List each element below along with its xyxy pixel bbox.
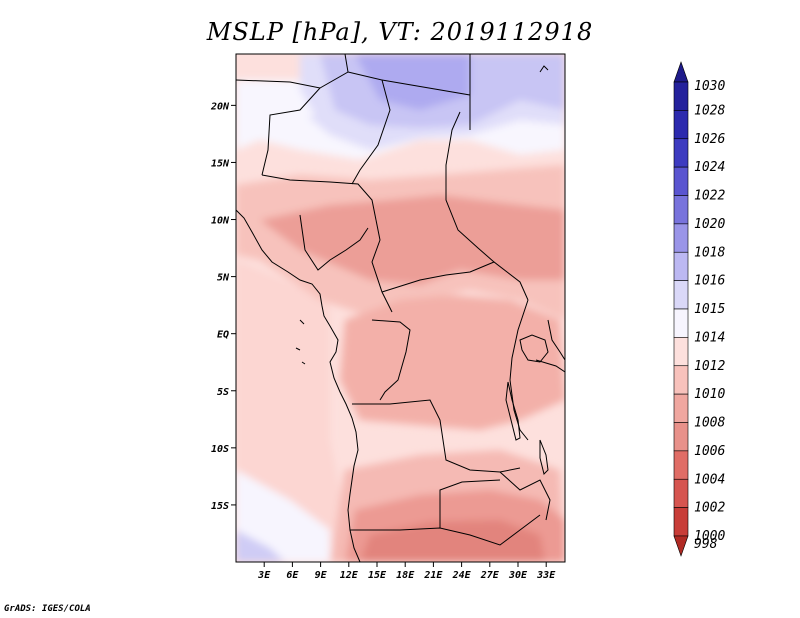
colorbar-label: 1006 (694, 444, 725, 459)
colorbar-swatch (673, 478, 689, 508)
y-tick-label: 15S (211, 501, 229, 512)
x-tick-label: 9E (315, 570, 328, 581)
x-tick-label: 6E (286, 570, 299, 581)
colorbar-label: 998 (694, 537, 718, 552)
colorbar-label: 1010 (694, 387, 725, 402)
coastline-west-africa (236, 209, 361, 562)
y-tick-label: 10S (211, 444, 229, 455)
x-tick-label: 3E (257, 570, 271, 581)
map-frame (235, 53, 566, 563)
colorbar-swatch (673, 251, 689, 281)
colorbar-label: 1008 (694, 416, 725, 431)
colorbar-label: 1014 (694, 330, 725, 345)
colorbar-swatch (673, 138, 689, 168)
grads-credit: GrADS: IGES/COLA (4, 604, 91, 614)
colorbar-swatch (673, 507, 689, 537)
colorbar-label: 1028 (694, 103, 725, 118)
field-low-1008-north (260, 195, 565, 285)
colorbar-label: 1000 (694, 529, 725, 544)
field-nw-1014 (236, 80, 315, 125)
colorbar-label: 1022 (694, 189, 725, 204)
border-namibia-botswana (439, 479, 501, 528)
colorbar-label: 1002 (694, 501, 725, 516)
field-high-core-north (355, 54, 470, 110)
border-angola-south (350, 514, 541, 546)
border-car (381, 261, 529, 301)
colorbar-swatch (673, 337, 689, 367)
colorbar-swatch (673, 81, 689, 111)
border-nigeria (299, 214, 369, 271)
x-tick-label: 24E (452, 570, 472, 581)
colorbar-swatch (673, 308, 689, 338)
axes: 3E 6E 9E 12E 15E 18E 21E 24E 27E 30E 33E 20N 15N 10N 5… (210, 101, 556, 581)
field-congo-1010 (340, 295, 565, 430)
field-south-1006 (360, 520, 545, 562)
colorbar-label: 1016 (694, 274, 725, 289)
colorbar-swatch (673, 365, 689, 395)
colorbar-label: 1026 (694, 132, 725, 147)
colorbar-swatch (673, 535, 689, 557)
y-tick-label: 5S (217, 387, 229, 398)
border-chad-sudan (445, 111, 495, 263)
field-sw-high-1016 (236, 530, 285, 562)
colorbar-label: 1015 (694, 302, 725, 317)
colorbar-label: 1024 (694, 160, 725, 175)
border-mali-niger (261, 87, 321, 176)
colorbar-label: 1020 (694, 217, 725, 232)
field-ocean-1012 (236, 260, 350, 560)
border-zambia (499, 471, 551, 521)
colorbar-swatch (673, 110, 689, 140)
colorbar-swatch (673, 166, 689, 196)
x-tick-label: 18E (396, 570, 415, 581)
chart-title: MSLP [hPa], VT: 2019112918 (206, 18, 594, 46)
colorbar-swatch (673, 195, 689, 225)
border-east-lakes (535, 359, 565, 373)
border-kenya (547, 319, 565, 361)
country-borders (236, 54, 565, 562)
y-tick-label: 10N (211, 216, 230, 227)
x-tick-label: 33E (536, 570, 556, 581)
x-tick-label: 12E (340, 570, 359, 581)
y-tick-label: 5N (217, 273, 230, 284)
colorbar-swatch (673, 393, 689, 423)
pressure-field (236, 54, 565, 562)
border-angola-north (352, 399, 521, 473)
border-algeria-niger (347, 71, 391, 185)
colorbar: 1030 1028 1026 1024 1022 1020 1018 1016 1015 1014… (673, 61, 725, 557)
x-tick-label: 21E (423, 570, 443, 581)
colorbar-swatch (673, 223, 689, 253)
lake-victoria (519, 334, 549, 363)
lake-tanganyika (505, 381, 521, 441)
colorbar-swatch (673, 61, 689, 83)
coast-islands (295, 65, 549, 365)
border-cameroon (371, 219, 393, 313)
y-tick-label: 15N (211, 158, 230, 169)
border-sahel-south (261, 174, 377, 221)
border-congo-drc (371, 319, 411, 401)
y-tick-label: EQ (217, 330, 229, 341)
x-tick-label: 30E (508, 570, 528, 581)
colorbar-label: 1004 (694, 472, 725, 487)
y-tick-label: 20N (210, 101, 230, 112)
colorbar-label: 1018 (694, 245, 725, 260)
colorbar-swatch (673, 422, 689, 452)
colorbar-swatch (673, 450, 689, 480)
colorbar-label: 1012 (694, 359, 725, 374)
x-tick-label: 27E (480, 570, 500, 581)
field-sw-high-1014 (236, 470, 330, 562)
x-tick-label: 15E (368, 570, 387, 581)
colorbar-label: 1030 (694, 79, 725, 94)
lake-malawi (539, 439, 549, 475)
colorbar-swatch (673, 280, 689, 310)
border-drc-east (509, 299, 529, 441)
